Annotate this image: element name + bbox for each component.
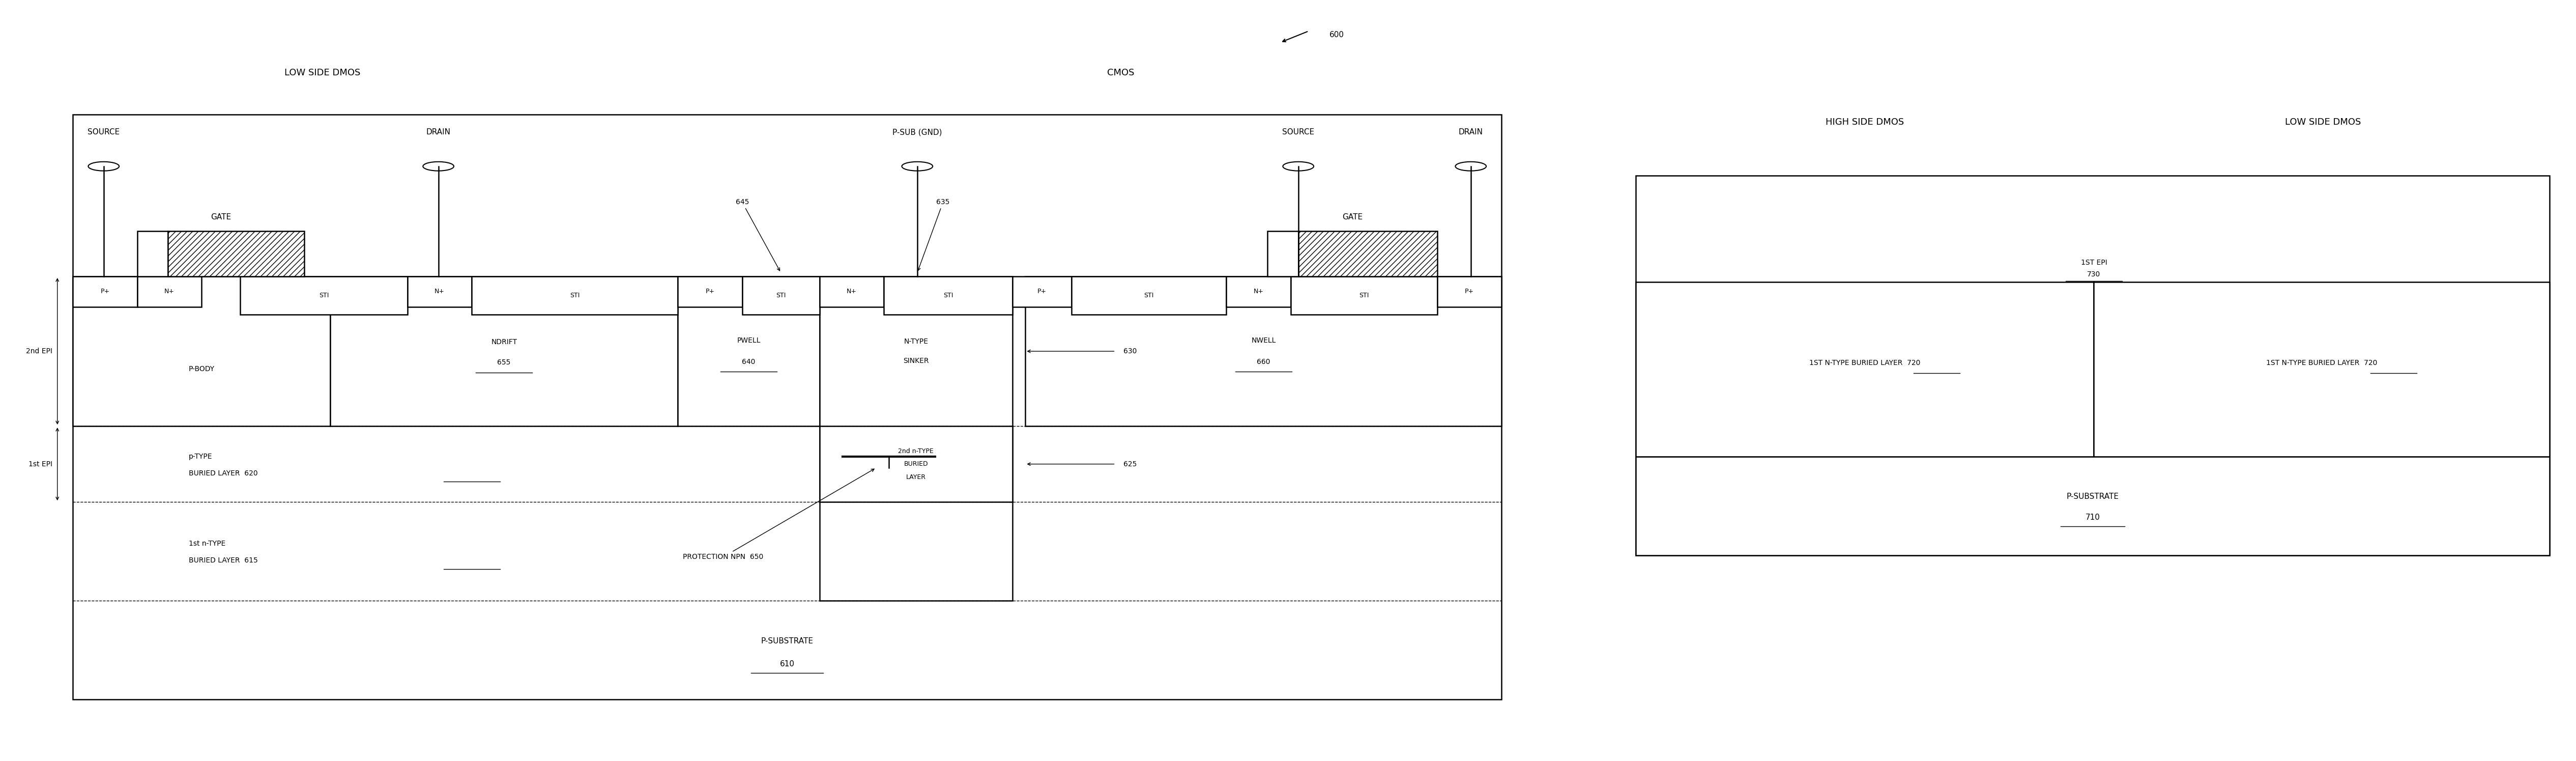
Bar bbox=[72, 115, 1502, 699]
Bar bbox=[1267, 231, 1298, 276]
Text: DRAIN: DRAIN bbox=[1458, 129, 1484, 136]
Bar bbox=[137, 231, 167, 276]
Text: N+: N+ bbox=[435, 288, 446, 295]
Text: 1st n-TYPE: 1st n-TYPE bbox=[188, 540, 227, 547]
Text: P-SUBSTRATE: P-SUBSTRATE bbox=[2066, 493, 2120, 501]
Text: 1st EPI: 1st EPI bbox=[28, 460, 52, 467]
Text: 645: 645 bbox=[737, 199, 781, 271]
Text: P+: P+ bbox=[706, 288, 714, 295]
Text: 730: 730 bbox=[2087, 271, 2099, 278]
Text: P+: P+ bbox=[1038, 288, 1046, 295]
Bar bbox=[407, 276, 471, 307]
Bar bbox=[677, 276, 742, 307]
Text: LAYER: LAYER bbox=[907, 473, 925, 480]
Text: P+: P+ bbox=[100, 288, 111, 295]
Bar bbox=[1437, 276, 1502, 307]
Bar bbox=[1012, 276, 1072, 307]
Bar bbox=[471, 276, 677, 314]
Bar bbox=[819, 276, 884, 307]
Bar bbox=[819, 276, 1012, 600]
Bar bbox=[1636, 282, 2094, 457]
Text: 2nd EPI: 2nd EPI bbox=[26, 348, 52, 355]
Text: PROTECTION NPN  650: PROTECTION NPN 650 bbox=[683, 469, 873, 561]
Bar bbox=[819, 426, 1012, 502]
Text: 1ST N-TYPE BURIED LAYER  720: 1ST N-TYPE BURIED LAYER 720 bbox=[1808, 359, 1919, 367]
Text: DRAIN: DRAIN bbox=[425, 129, 451, 136]
Text: LOW SIDE DMOS: LOW SIDE DMOS bbox=[283, 68, 361, 78]
Text: 610: 610 bbox=[781, 660, 793, 667]
Text: SOURCE: SOURCE bbox=[88, 129, 118, 136]
Text: N+: N+ bbox=[848, 288, 858, 295]
Text: 625: 625 bbox=[1123, 460, 1136, 467]
Bar bbox=[137, 276, 201, 307]
Text: 600: 600 bbox=[1329, 31, 1345, 39]
Bar bbox=[1226, 276, 1291, 307]
Bar bbox=[677, 276, 819, 426]
Text: BURIED LAYER  620: BURIED LAYER 620 bbox=[188, 470, 258, 476]
Text: 2nd n-TYPE: 2nd n-TYPE bbox=[899, 447, 933, 454]
Bar bbox=[1636, 176, 2550, 556]
Text: NWELL: NWELL bbox=[1252, 337, 1275, 344]
Text: 1ST EPI: 1ST EPI bbox=[2081, 260, 2107, 266]
Text: BURIED LAYER  615: BURIED LAYER 615 bbox=[188, 557, 258, 564]
Text: STI: STI bbox=[775, 292, 786, 299]
Text: p-TYPE: p-TYPE bbox=[188, 453, 211, 460]
Text: 635: 635 bbox=[917, 199, 951, 271]
Bar bbox=[72, 276, 137, 307]
Text: STI: STI bbox=[1144, 292, 1154, 299]
Text: N-TYPE: N-TYPE bbox=[904, 338, 927, 345]
Text: HIGH SIDE DMOS: HIGH SIDE DMOS bbox=[1826, 118, 1904, 127]
Text: N+: N+ bbox=[1255, 288, 1262, 295]
Text: GATE: GATE bbox=[211, 213, 232, 221]
Text: STI: STI bbox=[569, 292, 580, 299]
Text: 1ST N-TYPE BURIED LAYER  720: 1ST N-TYPE BURIED LAYER 720 bbox=[2267, 359, 2378, 367]
Text: 640: 640 bbox=[742, 358, 755, 365]
Text: LOW SIDE DMOS: LOW SIDE DMOS bbox=[2285, 118, 2362, 127]
Text: P-BODY: P-BODY bbox=[188, 365, 214, 373]
Text: N+: N+ bbox=[165, 288, 175, 295]
Bar bbox=[2094, 282, 2550, 457]
Text: BURIED: BURIED bbox=[904, 460, 927, 467]
Bar bbox=[330, 276, 677, 426]
Text: STI: STI bbox=[943, 292, 953, 299]
Text: P-SUB (GND): P-SUB (GND) bbox=[891, 129, 943, 136]
Text: STI: STI bbox=[1360, 292, 1368, 299]
Text: P-SUBSTRATE: P-SUBSTRATE bbox=[760, 637, 814, 645]
Bar bbox=[1025, 276, 1502, 426]
Bar bbox=[1291, 276, 1437, 314]
Text: PWELL: PWELL bbox=[737, 337, 760, 344]
Text: 660: 660 bbox=[1257, 358, 1270, 365]
Text: 630: 630 bbox=[1123, 348, 1136, 355]
Bar bbox=[167, 231, 304, 276]
Bar bbox=[240, 276, 407, 314]
Text: 655: 655 bbox=[497, 359, 510, 366]
Bar bbox=[1072, 276, 1226, 314]
Bar bbox=[1298, 231, 1437, 276]
Text: NDRIFT: NDRIFT bbox=[492, 339, 518, 345]
Bar bbox=[72, 276, 330, 426]
Text: SINKER: SINKER bbox=[904, 358, 930, 365]
Bar bbox=[884, 276, 1012, 314]
Bar bbox=[742, 276, 819, 314]
Text: GATE: GATE bbox=[1342, 213, 1363, 221]
Bar bbox=[1636, 457, 2550, 556]
Text: P+: P+ bbox=[1466, 288, 1473, 295]
Text: CMOS: CMOS bbox=[1108, 68, 1133, 78]
Text: SOURCE: SOURCE bbox=[1283, 129, 1314, 136]
Text: STI: STI bbox=[319, 292, 330, 299]
Text: 710: 710 bbox=[2084, 514, 2099, 521]
